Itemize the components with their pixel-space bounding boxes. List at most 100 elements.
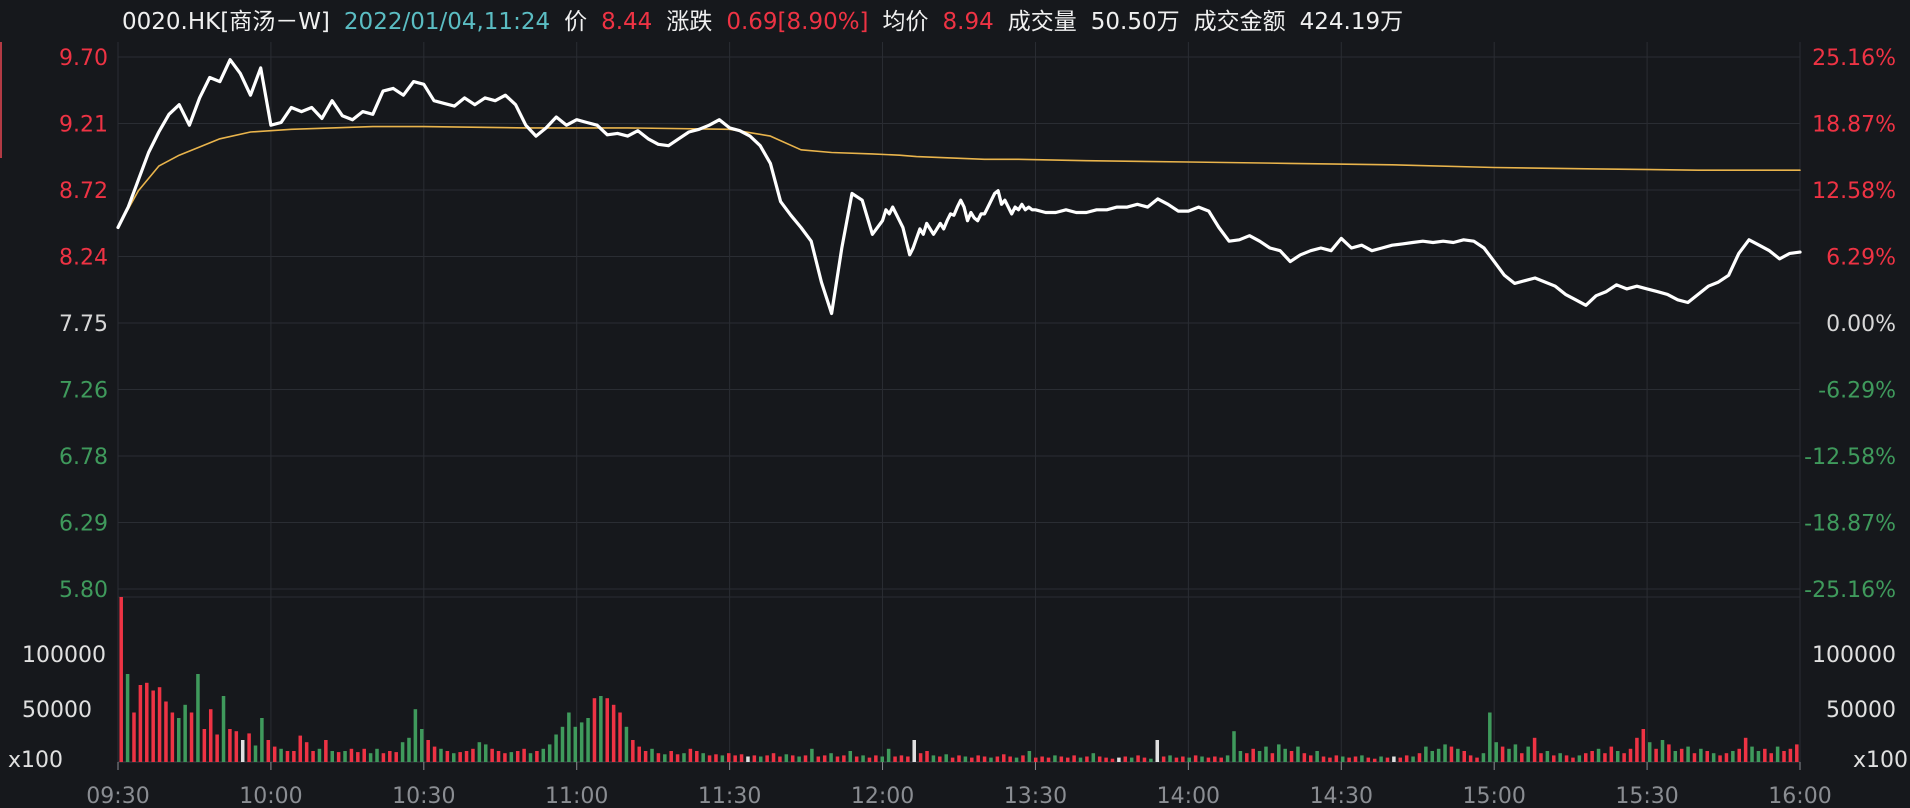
volume-bar [822,755,827,762]
volume-bar [1532,737,1537,762]
volume-bar [362,748,366,762]
volume-bar [899,755,904,762]
chart-grid [117,42,1801,763]
volume-bar [970,757,974,762]
volume-bar [1027,751,1032,762]
volume-bar [119,597,123,762]
volume-bar [1104,757,1108,762]
volume-bar [701,753,705,762]
volume-bar [1213,756,1217,762]
symbol-label[interactable]: 0020.HK[商汤－W] [122,9,330,35]
price-tick-label: 9.21 [59,113,108,138]
volume-bar [707,755,712,762]
time-tick-label: 15:30 [1615,784,1678,808]
volume-bar [1142,757,1147,762]
volume-bar [1539,753,1543,762]
price-tick-label: 8.24 [59,246,108,271]
volume-bar [1392,756,1396,762]
volume-bar [854,756,859,762]
volume-bar [1174,757,1179,762]
volume-bar [1641,729,1646,762]
change-label: 涨跌 [666,9,713,35]
volume-bar [1315,751,1319,762]
time-tick-label: 16:00 [1768,784,1831,808]
volume-bar [240,740,245,762]
volume-bar [157,687,162,762]
volume-bar [1430,751,1435,762]
volume-bar [1008,756,1012,762]
volume-bar [1494,742,1498,762]
volume-bar [1149,758,1153,762]
volume-bar [1513,744,1518,762]
volume-bar [253,745,258,762]
volume-bar [132,712,136,762]
volume-bar [1686,746,1690,762]
volume-bar [1372,758,1377,762]
volume-bar [445,751,450,762]
volume-bar [1046,757,1051,762]
volume-bar [266,740,271,762]
volume-bar [1673,751,1678,762]
volume-bar [1117,757,1121,762]
volume-bar [957,755,961,762]
volume-bar [1033,757,1038,762]
volume-bar [1232,731,1236,762]
volume-bar [688,748,693,762]
volume-bar [420,729,424,762]
volume-bar [1110,758,1115,762]
volume-bar [842,755,846,762]
volume-bar [1277,744,1281,762]
volume-bar [995,756,1000,762]
volume-bar [1654,748,1658,762]
volume-bar [1615,751,1620,762]
volume-tick-label-left: 50000 [22,698,92,723]
percent-axis-right: 25.16% 18.87% 12.58% 6.29% 0.00% -6.29% -12.58… [1804,46,1896,603]
volume-bar [1635,737,1639,762]
volume-bar [982,756,987,762]
volume-bar [1193,755,1198,762]
volume-bar [867,757,872,762]
volume-bar [1366,757,1371,762]
volume-bar [1424,746,1428,762]
time-tick-label: 10:30 [392,784,455,808]
volume-bar [1699,748,1703,762]
volume-bar [522,748,526,762]
volume-bar [816,756,821,762]
volume-bar [1347,757,1351,762]
volume-bar [650,748,654,762]
volume-bar [1737,748,1742,762]
volume-bar [1264,746,1268,762]
volume-bar [458,752,462,762]
volume-bar [1622,753,1626,762]
volume-tick-label-right: 50000 [1826,698,1896,723]
volume-bar [1187,757,1191,762]
volume-bar [1155,740,1160,762]
volume-bar [496,751,501,762]
volume-bars [119,597,1799,762]
volume-bar [336,752,341,762]
avg-price-label: 均价 [882,9,929,35]
volume-bar [1014,757,1019,762]
volume-bar [541,748,546,762]
datetime-label: 2022/01/04,11:24 [343,9,551,35]
volume-bar [1596,748,1601,762]
volume-unit-left: x100 [8,748,63,773]
volume-bar [1705,751,1710,762]
volume-bar [183,704,187,762]
volume-bar [874,755,878,762]
volume-bar [605,698,610,762]
volume-value: 50.50万 [1090,9,1180,35]
volume-bar [1168,755,1172,762]
volume-bar [1660,740,1665,762]
volume-bar [1449,746,1454,762]
volume-bar [1775,746,1780,762]
price-line [116,58,1802,316]
volume-bar [758,756,763,762]
volume-bar [918,753,923,762]
volume-bar [170,712,175,762]
price-tick-label: 9.70 [59,46,108,71]
volume-bar [1360,755,1364,762]
volume-bar [1552,755,1556,762]
volume-bar [829,753,833,762]
